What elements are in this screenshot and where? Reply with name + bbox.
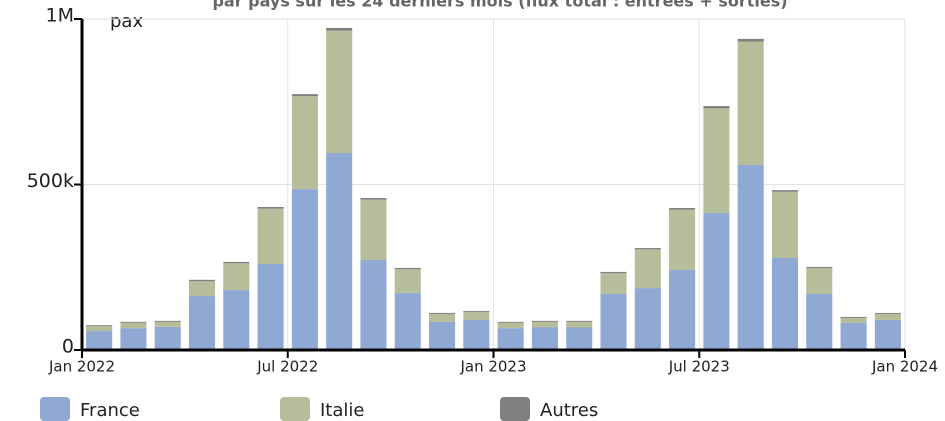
bar-segment [188,296,216,350]
bar-segment [360,259,387,350]
bar-segment [188,281,216,297]
bar-segment [771,191,799,258]
bar-segment [154,320,181,322]
bar-segment [874,312,901,314]
bar-segment [669,208,696,210]
bar-segment [566,321,593,328]
bar-segment [86,326,113,332]
bar-segment [360,198,387,200]
bar-segment [223,261,250,264]
bar-segment [257,208,284,264]
bar-segment [703,106,730,109]
bar-segment [394,269,421,294]
bar-segment [223,290,250,350]
bar-segment [771,257,799,350]
bar-segment [497,328,524,350]
bar-segment [463,311,490,320]
bar-segment [429,313,456,322]
bar-segment [531,320,558,322]
bar-segment [806,294,833,350]
bar-segment [86,325,113,327]
bar-segment [703,108,730,213]
legend-label: France [80,400,140,421]
bar-segment [86,331,113,350]
bar-segment [703,212,730,350]
bar-segment [874,319,901,350]
bar-segment [497,322,524,329]
x-tick-label: Jan 2024 [871,358,938,376]
bar-segment [120,322,147,329]
bar-segment [463,310,490,312]
bar-segment [737,164,764,350]
bar-segment [531,327,558,350]
y-tick-label: 500k [27,170,74,192]
bar-segment [634,248,661,250]
bar-segment [566,320,593,322]
bar-segment [600,271,627,274]
y-tick-label: 0 [62,336,74,358]
bar-segment [874,313,901,320]
bar-segment [806,266,833,269]
bar-segment [737,41,764,165]
x-tick-label: Jan 2023 [459,358,526,376]
legend-label: Autres [540,400,598,421]
bar-segment [669,209,696,270]
bar-segment [840,317,867,323]
bar-segment [223,263,250,291]
bar-segment [634,288,661,350]
bar-segment [840,322,867,350]
bar-segment [394,267,421,270]
bar-segment [600,294,627,350]
bar-segment [120,328,147,350]
x-tick-label: Jul 2023 [668,358,730,376]
bar-segment [497,321,524,323]
bar-segment [291,96,318,190]
bar-segment [120,321,147,323]
legend-label: Italie [320,400,364,421]
bar-segment [429,312,456,314]
bar-segment [360,199,387,260]
y-tick-label: 1M [46,5,74,27]
legend-swatch [500,397,530,421]
legend-swatch [280,397,310,421]
bar-segment [257,263,284,350]
bar-segment [154,321,181,327]
bar-segment [326,27,353,31]
legend-swatch [40,397,70,421]
bar-segment [257,207,284,209]
bar-segment [531,321,558,328]
bar-segment [634,249,661,289]
bar-segment [463,319,490,350]
bar-segment [429,321,456,350]
bar-segment [326,30,353,154]
bar-segment [669,269,696,350]
x-tick-label: Jul 2022 [256,358,318,376]
bar-segment [600,273,627,295]
bar-segment [291,189,318,350]
bar-segment [326,153,353,350]
bar-segment [806,268,833,295]
bar-segment [566,327,593,350]
bar-segment [840,316,867,318]
bar-segment [188,279,216,282]
x-tick-label: Jan 2022 [48,358,115,376]
bar-segment [394,293,421,350]
bar-segment [291,94,318,97]
bar-segment [737,38,764,42]
bar-segment [154,326,181,350]
chart-title: par pays sur les 24 derniers mois (flux … [212,0,787,11]
bar-segment [771,190,799,192]
y-axis-label: pax [110,11,143,32]
